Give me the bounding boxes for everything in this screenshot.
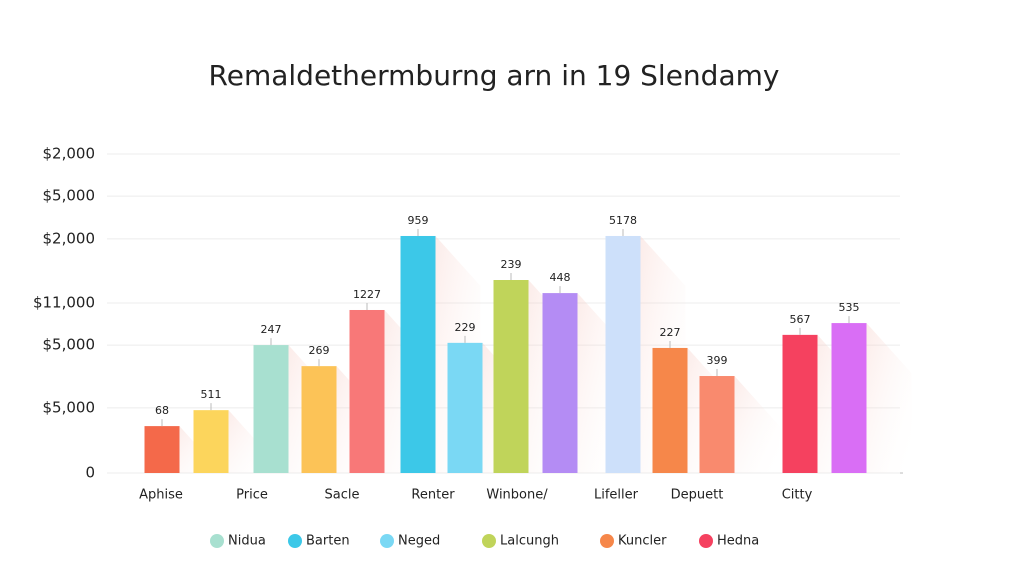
data-label: 227 [660,326,681,339]
legend-swatch [210,534,224,548]
x-tick-label: Depuett [671,488,724,503]
bar [699,376,735,473]
bar [253,345,289,473]
bar-shadow [734,376,780,473]
data-label: 269 [309,344,330,357]
legend-label: Nidua [228,534,266,549]
bar [400,235,436,473]
legend-label: Lalcungh [500,534,559,549]
data-label: 5178 [609,214,637,227]
y-tick-label: 0 [85,464,95,482]
bar [447,342,483,473]
x-tick-label: Sacle [325,488,360,503]
legend-swatch [482,534,496,548]
legend-label: Hedna [717,534,759,549]
legend-swatch [288,534,302,548]
y-tick-label: $5,000 [43,336,96,354]
data-label: 1227 [353,288,381,301]
bar [301,366,337,473]
data-label: 239 [501,258,522,271]
bar [144,426,180,473]
x-tick-label: Citty [782,488,813,503]
data-label: 535 [839,301,860,314]
data-label: 229 [455,321,476,334]
legend-label: Kuncler [618,534,667,549]
x-tick-label: Renter [411,488,455,503]
bar [831,323,867,473]
bar [782,334,818,473]
legend-swatch [600,534,614,548]
legend-swatch [380,534,394,548]
bar [652,347,688,473]
x-tick-label: Price [236,488,268,503]
legend-label: Neged [398,534,440,549]
bar [605,235,641,473]
bar [193,410,229,473]
y-tick-label: $2,000 [43,145,96,163]
x-tick-label: Winbone/ [486,488,548,503]
data-label: 399 [707,354,728,367]
data-label: 511 [201,388,222,401]
y-tick-label: $5,000 [43,398,96,416]
legend-label: Barten [306,534,350,549]
data-label: 959 [408,214,429,227]
data-label: 247 [261,323,282,336]
y-tick-label: $5,000 [43,187,96,205]
y-tick-label: $2,000 [43,229,96,247]
bar [542,293,578,473]
chart-title: Remaldethermburng arn in 19 Slendamy [209,59,780,92]
y-tick-label: $11,000 [33,293,95,311]
data-label: 68 [155,404,169,417]
bar [493,280,529,473]
data-label: 567 [790,313,811,326]
data-label: 448 [550,271,571,284]
x-tick-label: Aphise [139,488,183,503]
legend-swatch [699,534,713,548]
bar-shadow [866,323,912,473]
bar [349,309,385,473]
x-tick-label: Lifeller [594,488,639,503]
